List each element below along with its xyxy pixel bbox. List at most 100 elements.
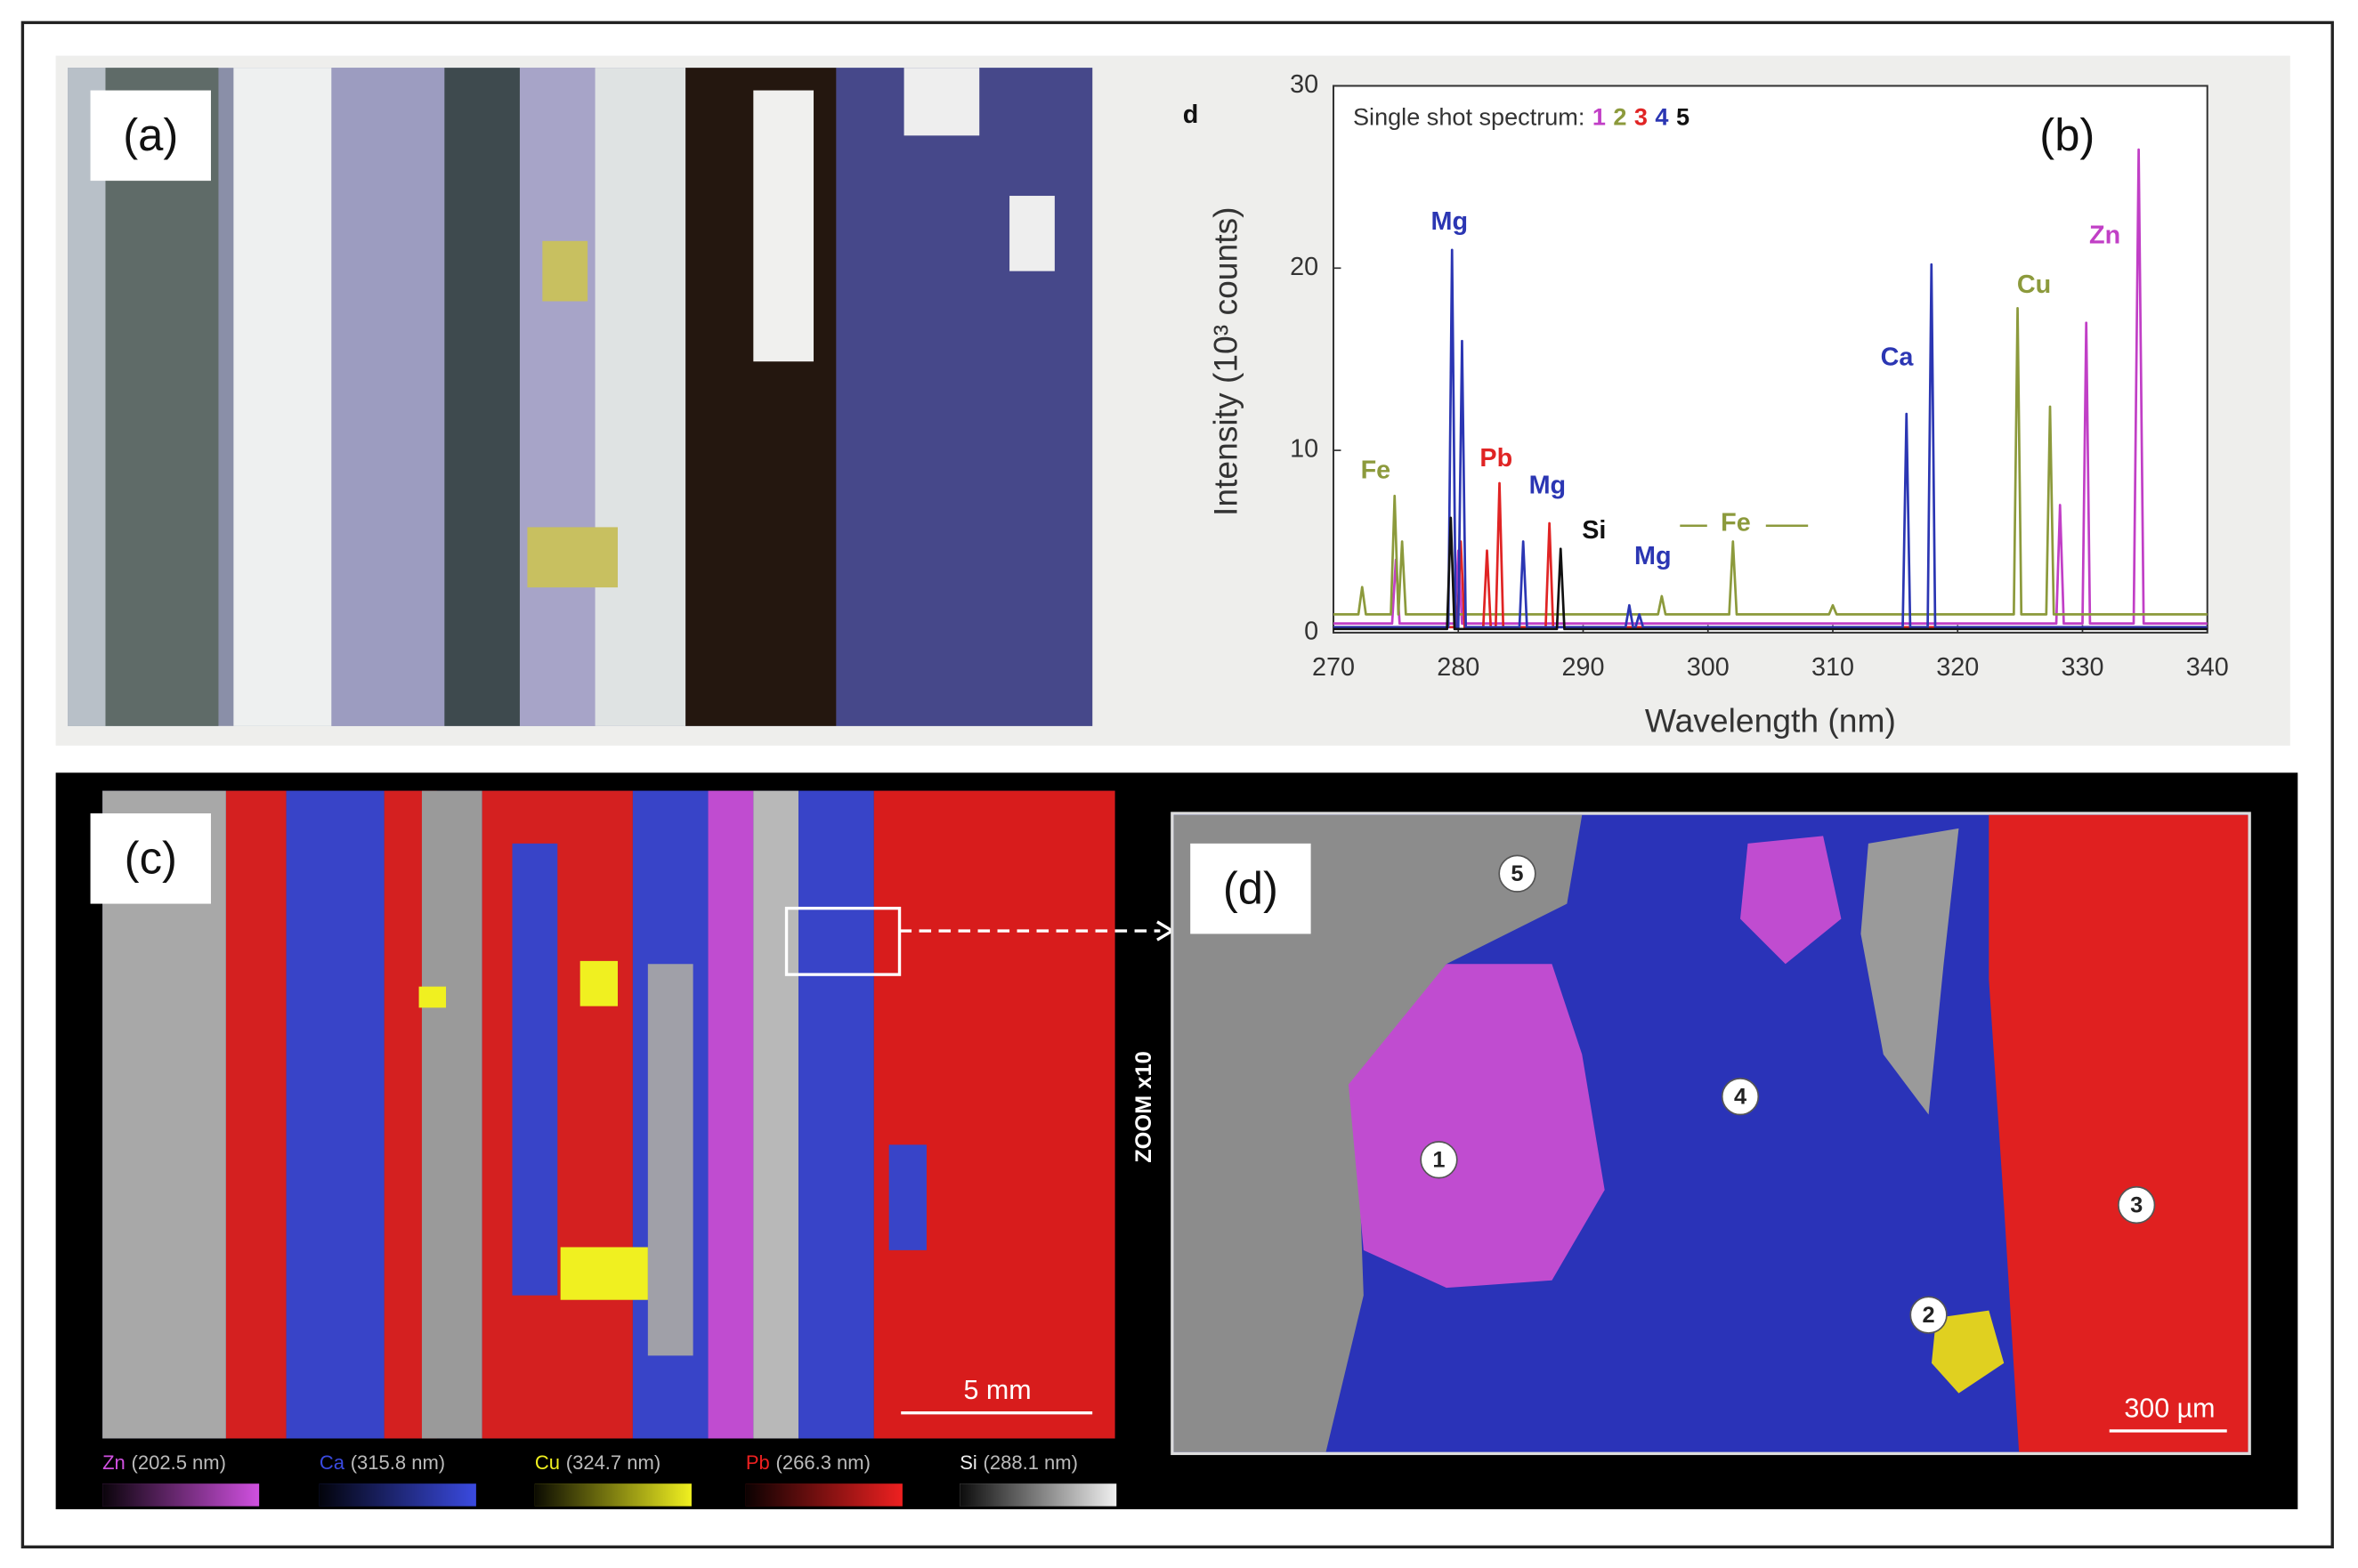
x-tick-label: 300 [1687, 653, 1730, 682]
legend-bar-shade [102, 1483, 260, 1507]
x-tick-label: 320 [1936, 653, 1979, 682]
zoom-panel-part [1860, 828, 1959, 1115]
photo-panel-part [444, 68, 520, 726]
photo-panel-part [233, 68, 332, 726]
element-legend: Zn (202.5 nm) Ca (315.8 nm) Cu (324.7 nm) Pb (2… [102, 1451, 1117, 1507]
zoom-label: ZOOM x10 [1131, 1051, 1156, 1162]
legend-line: (202.5 nm) [132, 1451, 226, 1474]
panel-label: (a) [123, 109, 178, 160]
marker-label: 5 [1511, 861, 1523, 886]
zoom-panel-part [1190, 843, 1311, 934]
map-panel-part [421, 790, 482, 1439]
x-tick-label: 280 [1437, 653, 1479, 682]
legend-title: Single shot spectrum: [1353, 103, 1584, 131]
photo-panel-part [1009, 196, 1055, 271]
marker-label: 4 [1734, 1085, 1746, 1110]
zoom-panel-part [1173, 814, 1583, 1452]
photo-panel-part [542, 240, 588, 302]
x-tick-label: 270 [1312, 653, 1355, 682]
legend-line: (288.1 nm) [984, 1451, 1078, 1474]
photo-panel-part [753, 90, 814, 362]
zoom-panel-part [1740, 836, 1842, 965]
legend-bar-shade [534, 1483, 692, 1507]
legend-line: (324.7 nm) [566, 1451, 660, 1474]
marker-circle [1721, 1078, 1760, 1116]
x-tick-label: 310 [1811, 653, 1854, 682]
map-panel-part [784, 906, 902, 976]
map-panel-part [873, 790, 1115, 1439]
marker-circle [1420, 1141, 1458, 1179]
legend-entry: 3 [1634, 103, 1648, 131]
marker-circle [2118, 1185, 2156, 1224]
map-panel-part [418, 986, 447, 1008]
photo-panel-part [903, 68, 980, 136]
legend-entry: 2 [1613, 103, 1626, 131]
photo-panel-part [527, 527, 618, 588]
legend-element: Cu [535, 1451, 560, 1474]
x-axis-label: Wavelength (nm) [1645, 701, 1896, 739]
spectrum-line [1333, 248, 2208, 629]
spectrum-line [1333, 306, 2208, 616]
panel-label: (b) [2039, 109, 2095, 160]
map-panel-part [560, 1247, 648, 1300]
map-panel-part [888, 1144, 927, 1250]
scale-bar-label: 5 mm [963, 1375, 1031, 1405]
map-panel-part [753, 790, 799, 1439]
y-tick-label: 30 [1290, 70, 1318, 99]
map-panel-part [225, 790, 287, 1439]
legend-line: (266.3 nm) [776, 1451, 871, 1474]
marker-label: 3 [2130, 1192, 2143, 1217]
legend-label: Si (288.1 nm) [960, 1451, 1078, 1474]
marker-label: 2 [1923, 1303, 1935, 1328]
legend-element: Si [960, 1451, 977, 1474]
zoom-panel-part [1989, 814, 2249, 1452]
marker-circle [1498, 854, 1536, 893]
photo-panel: (a) [68, 68, 1093, 726]
zoom-panel-part [1348, 964, 1605, 1289]
panel-letter: d [1183, 101, 1199, 129]
photo-panel-part [331, 68, 445, 726]
legend: Single shot spectrum: 1 2 3 4 5 [1353, 103, 1689, 131]
y-tick-label: 10 [1290, 435, 1318, 464]
legend-label: Pb (266.3 nm) [746, 1451, 871, 1474]
map-panel-part [708, 790, 754, 1439]
legend-label: Cu (324.7 nm) [535, 1451, 660, 1474]
map-panel-part [579, 960, 618, 1006]
peak-annotation: Fe [1361, 456, 1391, 484]
peak-annotation: Cu [2017, 271, 2051, 299]
y-tick-label: 0 [1304, 617, 1318, 645]
photo-panel-part [836, 68, 1093, 726]
zoom-panel: 300 µm (d) 1 2 3 4 5 [1171, 812, 2251, 1456]
legend-element: Ca [320, 1451, 345, 1474]
map-panel-part [90, 813, 211, 904]
peak-annotation: Si [1582, 516, 1606, 545]
panel-label: (c) [125, 833, 177, 884]
photo-panel-part [595, 68, 686, 726]
legend-entry: 1 [1592, 103, 1606, 131]
zoom-panel-part [1931, 1310, 2005, 1394]
map-panel-part [512, 843, 558, 1296]
legend-bar-shade [960, 1483, 1117, 1507]
x-tick-label: 290 [1561, 653, 1604, 682]
legend-label: Ca (315.8 nm) [320, 1451, 445, 1474]
x-tick-label: 330 [2061, 653, 2103, 682]
spectrum-line [1333, 516, 2208, 631]
panel-label: (d) [1223, 862, 1278, 913]
legend-element: Pb [746, 1451, 770, 1474]
y-axis-label: Intensity (10³ counts) [1206, 206, 1244, 516]
legend-entry: 4 [1655, 103, 1668, 131]
legend-bar-shade [745, 1483, 903, 1507]
marker-label: 1 [1432, 1148, 1445, 1173]
photo-panel-part [90, 90, 211, 182]
peak-annotation: Mg [1529, 471, 1567, 499]
legend-bar-shade [319, 1483, 476, 1507]
map-panel: 5 mm ZOOM x10 (c) [90, 790, 1176, 1439]
x-tick-label: 340 [2186, 653, 2229, 682]
y-tick-label: 20 [1290, 253, 1318, 281]
legend-label: Zn (202.5 nm) [102, 1451, 226, 1474]
peak-annotation: Mg [1431, 207, 1469, 236]
peak-annotation: Zn [2089, 221, 2120, 249]
map-panel-part [798, 790, 874, 1439]
marker-circle [1909, 1296, 1948, 1334]
